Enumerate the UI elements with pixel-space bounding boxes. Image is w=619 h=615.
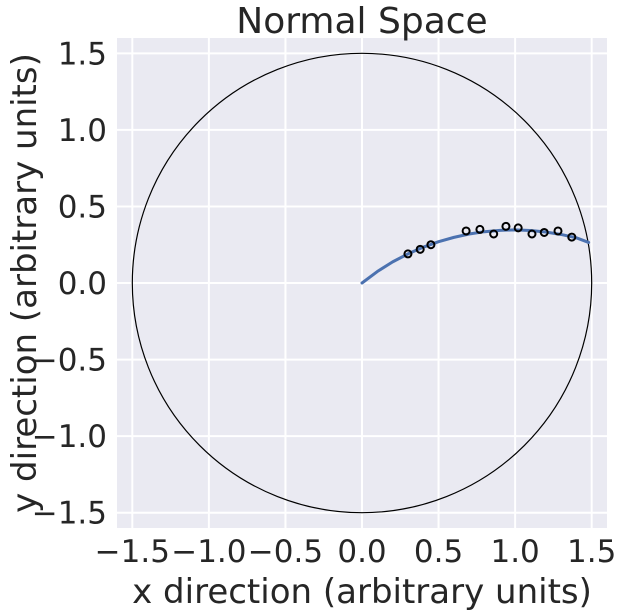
y-tick-label: 1.0 <box>58 113 107 149</box>
fit-curve-line <box>360 228 591 285</box>
x-axis-label: x direction (arbitrary units) <box>132 572 592 612</box>
x-tick-label: 0.5 <box>414 534 463 570</box>
x-tick-label: 0.0 <box>337 534 386 570</box>
series-layer <box>360 221 591 285</box>
circle-layer <box>131 52 593 514</box>
data-point <box>567 232 577 242</box>
data-point <box>553 226 563 236</box>
chart-title: Normal Space <box>236 1 487 42</box>
x-tick-label: −1.0 <box>171 534 246 570</box>
x-tick-label: 1.5 <box>567 534 616 570</box>
y-tick-label: 0.0 <box>58 266 107 302</box>
data-point <box>527 229 537 239</box>
y-axis-label: y direction (arbitrary units) <box>5 53 45 513</box>
data-point <box>415 244 425 254</box>
data-point <box>489 229 499 239</box>
y-tick-label: −0.5 <box>32 343 107 379</box>
data-point <box>426 240 436 250</box>
data-point <box>461 226 471 236</box>
data-point <box>475 224 485 234</box>
y-tick-label: −1.5 <box>32 496 107 532</box>
data-point <box>513 223 523 233</box>
data-point <box>539 227 549 237</box>
y-tick-label: −1.0 <box>32 419 107 455</box>
x-tick-labels: −1.5 −1.0 −0.5 0.0 0.5 1.0 1.5 <box>95 534 617 570</box>
data-point <box>403 249 413 259</box>
reference-circle <box>131 52 593 514</box>
data-point <box>501 221 511 231</box>
y-tick-label: 0.5 <box>58 189 107 225</box>
x-tick-label: −0.5 <box>248 534 323 570</box>
x-tick-label: 1.0 <box>490 534 539 570</box>
x-tick-label: −1.5 <box>95 534 170 570</box>
y-tick-labels: 1.5 1.0 0.5 0.0 −0.5 −1.0 −1.5 <box>32 36 107 531</box>
y-tick-label: 1.5 <box>58 36 107 72</box>
